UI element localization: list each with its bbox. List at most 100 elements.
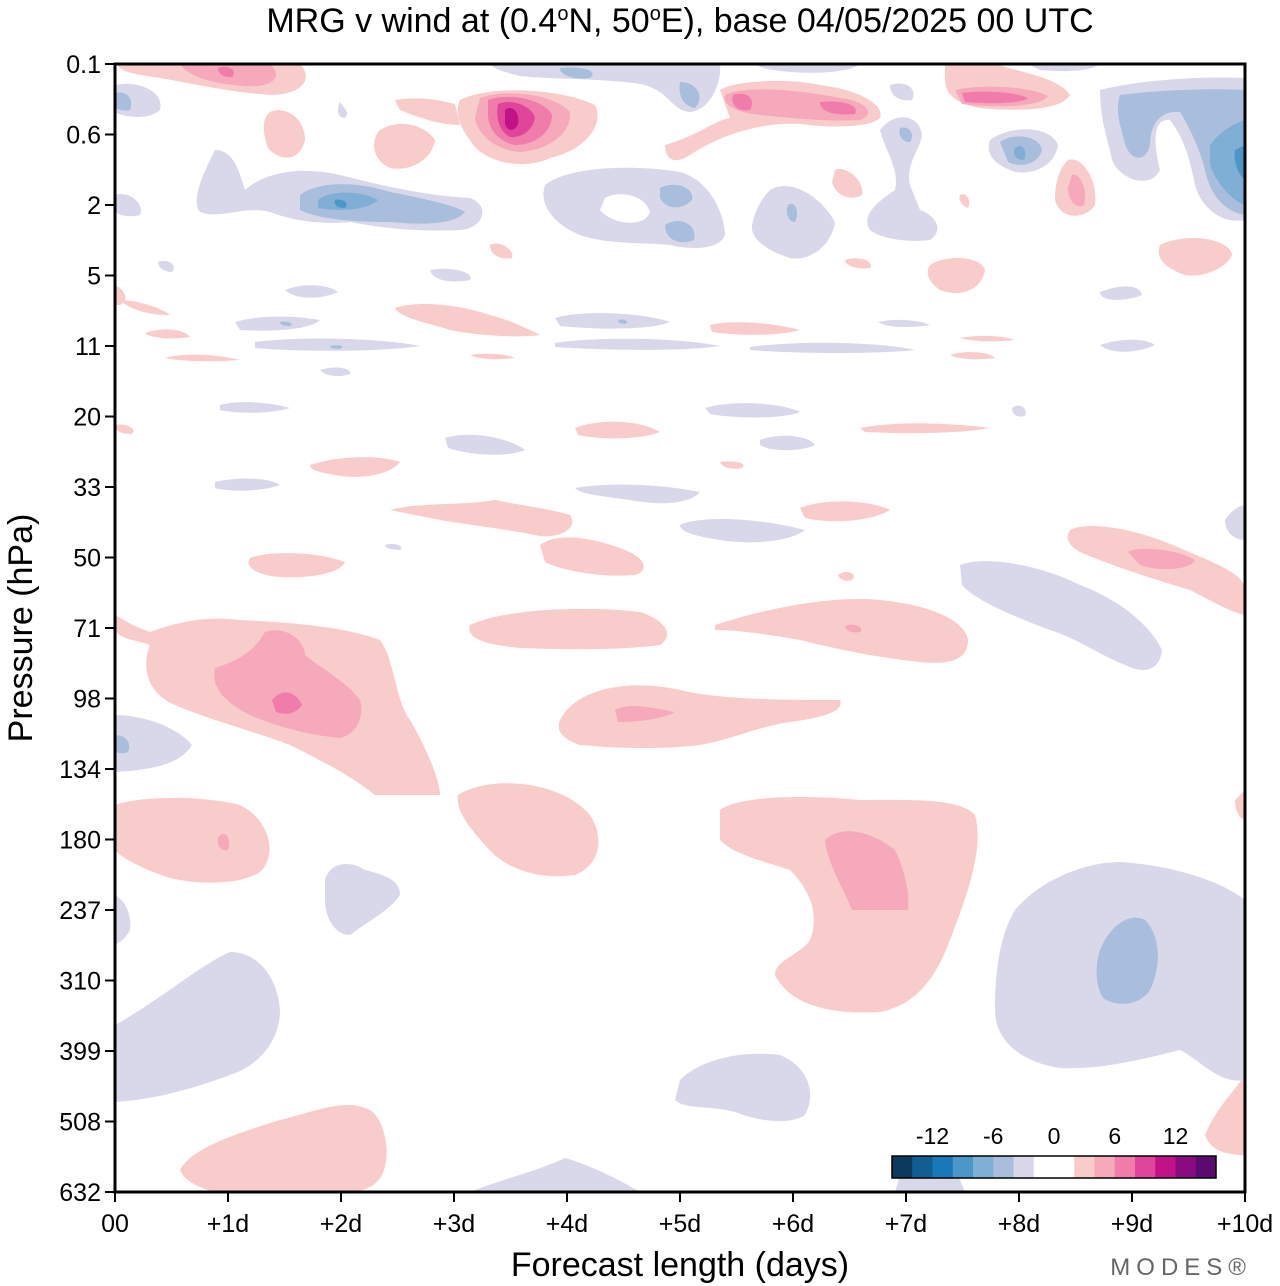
x-tick-label-0: 00 <box>101 1210 129 1238</box>
colorbar-swatch-5 <box>993 1156 1014 1178</box>
contour-neg-62 <box>675 1053 811 1122</box>
y-tick-label-15: 508 <box>59 1109 101 1137</box>
contour-neg-27 <box>751 186 835 259</box>
colorbar-frame <box>891 1155 1217 1179</box>
colorbar-swatch-7 <box>1033 1156 1055 1178</box>
contour-pos-61 <box>825 831 909 910</box>
contour-pos-33 <box>165 354 240 362</box>
contour-neg-49 <box>215 478 280 491</box>
x-axis-label: Forecast length (days) <box>511 1246 849 1284</box>
contour-pos-20 <box>1068 174 1086 207</box>
contour-pos-60 <box>720 797 978 1013</box>
contour-pos-15 <box>820 101 856 115</box>
colorbar-swatch-3 <box>952 1156 974 1178</box>
contour-neg-24 <box>543 167 725 248</box>
contour-neg-21 <box>318 192 378 210</box>
contour-neg-50 <box>575 484 700 504</box>
colorbar-swatch-15 <box>1195 1156 1217 1178</box>
contour-neg-22 <box>334 199 347 208</box>
contour-pos-30 <box>710 322 800 335</box>
contour-pos-34 <box>470 353 515 360</box>
contour-neg-23 <box>115 194 141 217</box>
plot-area <box>115 64 1245 1192</box>
y-tick-label-9: 98 <box>73 686 101 714</box>
contour-pos-38 <box>860 423 990 434</box>
contour-neg-43 <box>320 367 351 377</box>
contour-neg-38 <box>255 338 420 351</box>
colorbar-swatch-1 <box>912 1156 933 1178</box>
x-tick-label-4: +4d <box>546 1210 588 1238</box>
contour-neg-39 <box>330 345 343 349</box>
y-tick-label-3: 5 <box>87 263 101 291</box>
contour-pos-53 <box>272 692 302 714</box>
contour-neg-28 <box>786 203 798 222</box>
contour-pos-18 <box>962 91 1028 104</box>
contour-pos-10 <box>263 110 305 158</box>
contour-neg-36 <box>618 319 627 324</box>
contour-pos-46 <box>1128 548 1195 570</box>
colorbar-label-1: -6 <box>983 1123 1003 1149</box>
contour-pos-3 <box>218 66 234 78</box>
contour-neg-51 <box>680 518 805 543</box>
contour-neg-29 <box>158 260 174 272</box>
y-tick-label-13: 310 <box>59 968 101 996</box>
contour-neg-34 <box>280 321 292 326</box>
contour-pos-40 <box>720 461 744 469</box>
colorbar-swatch-0 <box>892 1156 913 1178</box>
contour-neg-46 <box>1012 405 1026 417</box>
contour-neg-56 <box>115 735 130 754</box>
colorbar-label-4: 12 <box>1163 1123 1189 1149</box>
contour-pos-11 <box>374 123 435 169</box>
contour-pos-25 <box>490 243 513 259</box>
y-tick-label-11: 180 <box>59 827 101 855</box>
modes-watermark: MODES® <box>1110 1254 1252 1281</box>
x-axis: 00 +1d +2d +3d +4d +5d +6d +7d +8d +9d +10d <box>101 1192 1273 1238</box>
contour-pos-21 <box>832 169 863 198</box>
y-tick-label-2: 2 <box>87 192 101 220</box>
y-tick-label-6: 33 <box>73 474 101 502</box>
y-tick-label-12: 237 <box>59 897 101 925</box>
contour-neg-26 <box>665 220 695 243</box>
contour-pos-54 <box>558 685 841 749</box>
contour-neg-54 <box>960 561 1162 670</box>
colorbar-swatch-10 <box>1094 1156 1116 1178</box>
contour-pos-14 <box>732 93 753 111</box>
y-tick-label-8: 71 <box>73 615 101 643</box>
contour-neg-37 <box>878 319 930 327</box>
contour-pos-4 <box>395 98 460 125</box>
colorbar-swatch-4 <box>973 1156 994 1178</box>
contour-pos-45 <box>1067 526 1245 615</box>
contour-neg-11 <box>1117 89 1245 215</box>
contour-neg-42 <box>1100 339 1155 352</box>
contour-pos-63 <box>1205 1075 1245 1155</box>
colorbar: -12 -6 0 6 12 <box>891 1123 1217 1179</box>
contour-neg-2 <box>115 92 132 111</box>
y-tick-label-1: 0.6 <box>66 122 101 150</box>
x-tick-label-1: +1d <box>207 1210 249 1238</box>
colorbar-label-3: 6 <box>1108 1123 1121 1149</box>
y-tick-label-7: 50 <box>73 545 101 573</box>
contour-neg-9 <box>1028 64 1100 72</box>
x-tick-label-8: +8d <box>998 1210 1040 1238</box>
contour-pos-36 <box>115 424 134 434</box>
contour-pos-37 <box>575 421 660 439</box>
contour-pos-56 <box>115 797 270 883</box>
x-tick-label-3: +3d <box>433 1210 475 1238</box>
contour-pos-35 <box>950 352 995 360</box>
contour-neg-60 <box>1096 917 1158 1004</box>
contour-pos-47 <box>838 572 854 581</box>
contour-neg-17 <box>867 117 938 241</box>
chart-title: MRG v wind at (0.4oN, 50oE), base 04/05/… <box>266 2 1093 40</box>
y-tick-label-10: 134 <box>59 756 101 784</box>
contour-pos-55 <box>615 706 675 722</box>
contour-pos-23 <box>1158 237 1232 276</box>
contour-neg-53 <box>385 543 402 550</box>
contour-pos-31 <box>145 329 190 339</box>
x-tick-label-10: +10d <box>1217 1210 1273 1238</box>
contour-pos-24 <box>927 258 985 294</box>
contour-neg-45 <box>705 403 800 418</box>
contour-neg-48 <box>760 435 815 451</box>
contour-pos-9 <box>505 107 519 130</box>
contour-neg-47 <box>445 434 525 455</box>
contour-neg-3 <box>490 64 721 112</box>
